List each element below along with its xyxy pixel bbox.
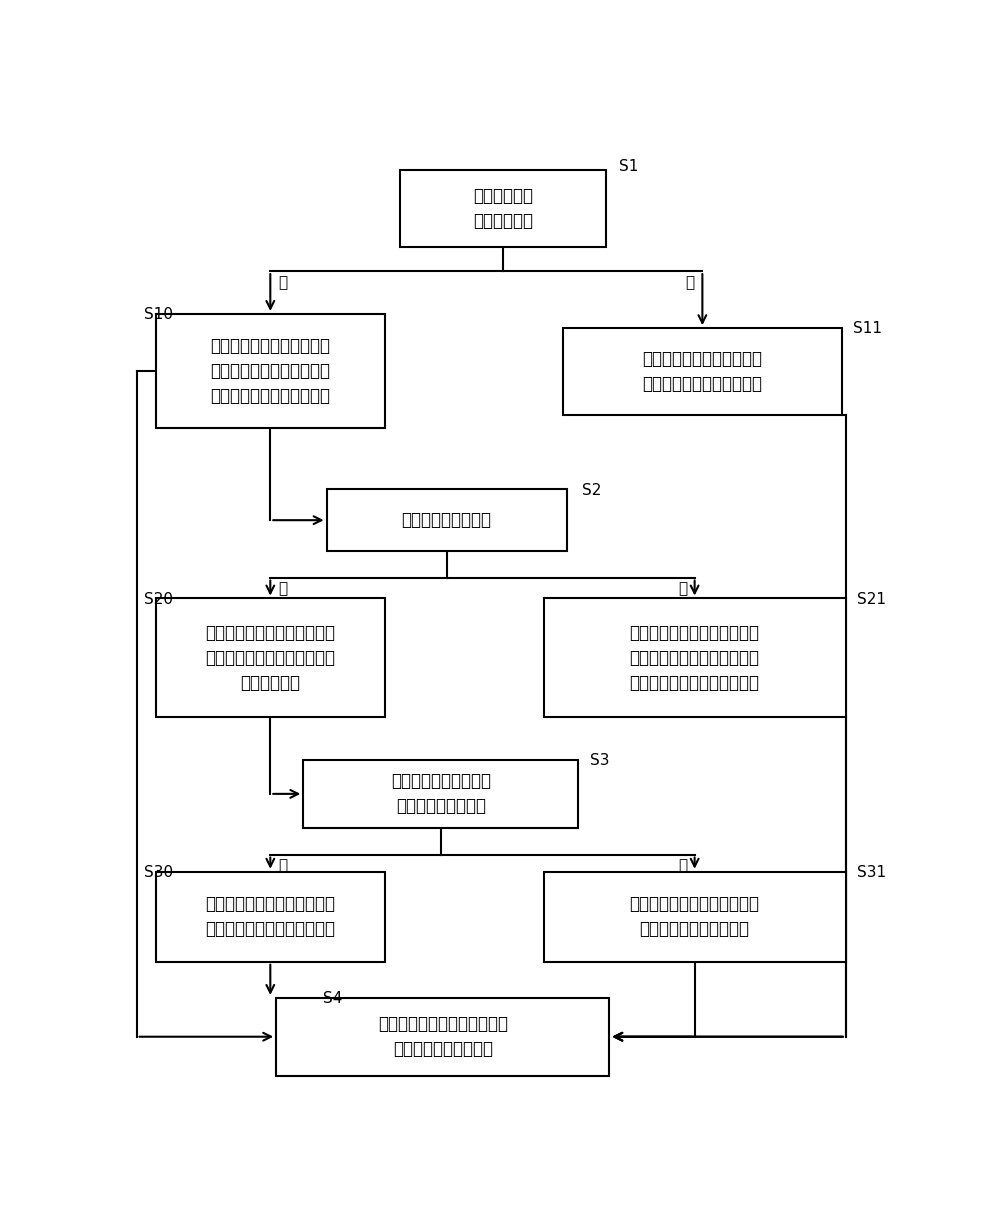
FancyBboxPatch shape <box>303 760 578 828</box>
FancyBboxPatch shape <box>276 998 609 1076</box>
FancyBboxPatch shape <box>400 170 606 248</box>
FancyBboxPatch shape <box>563 328 842 415</box>
FancyBboxPatch shape <box>156 872 385 962</box>
Text: 是: 是 <box>278 582 287 596</box>
Text: S30: S30 <box>144 865 174 880</box>
Text: 传输第一信号给安保系统，
控制燃气电控系统运行监视
工况，根据工况控制喷射阀: 传输第一信号给安保系统， 控制燃气电控系统运行监视 工况，根据工况控制喷射阀 <box>210 336 330 405</box>
FancyBboxPatch shape <box>326 489 567 551</box>
Text: S11: S11 <box>854 322 883 336</box>
Text: S10: S10 <box>144 307 173 323</box>
FancyBboxPatch shape <box>544 872 846 962</box>
Text: 否: 否 <box>678 859 687 873</box>
Text: 第二信号给安保系统，并生
成对应的运行模式显示信号: 第二信号给安保系统，并生 成对应的运行模式显示信号 <box>642 350 762 393</box>
Text: S21: S21 <box>857 591 886 607</box>
Text: 否: 否 <box>678 582 687 596</box>
Text: 传输第三信号给安保系统，安
保系统控制开启燃气供应，再
获取燃气压力: 传输第三信号给安保系统，安 保系统控制开启燃气供应，再 获取燃气压力 <box>205 623 335 691</box>
Text: S31: S31 <box>857 865 887 880</box>
Text: 根据所述运行模式显示信号，
控制所述显示单元显示: 根据所述运行模式显示信号， 控制所述显示单元显示 <box>378 1015 508 1058</box>
Text: 否: 否 <box>685 275 695 290</box>
Text: 传输第五信号给安保系统，并
生成对应的运行模式显示信号: 传输第五信号给安保系统，并 生成对应的运行模式显示信号 <box>205 896 335 939</box>
Text: 是: 是 <box>278 275 287 290</box>
Text: 发动机是否进
入双燃料模式: 发动机是否进 入双燃料模式 <box>473 187 533 230</box>
Text: S20: S20 <box>144 591 173 607</box>
Text: 传输第四信号给安保系统，安
保系统控制停止燃气供应，并
生成对应的运行模式显示信号: 传输第四信号给安保系统，安 保系统控制停止燃气供应，并 生成对应的运行模式显示信… <box>630 623 760 691</box>
Text: S3: S3 <box>590 753 610 768</box>
FancyBboxPatch shape <box>156 314 385 428</box>
Text: 判断喷射阀是否动作: 判断喷射阀是否动作 <box>402 511 492 530</box>
Text: 是: 是 <box>278 859 287 873</box>
FancyBboxPatch shape <box>156 599 385 717</box>
Text: S1: S1 <box>619 159 639 174</box>
FancyBboxPatch shape <box>544 599 846 717</box>
Text: 控制所述喷射阀关闭，并生成
对应的运行模式显示信号: 控制所述喷射阀关闭，并生成 对应的运行模式显示信号 <box>630 896 760 939</box>
Text: 判断燃气压力是否与预
设定压力阈值相匹配: 判断燃气压力是否与预 设定压力阈值相匹配 <box>391 772 491 816</box>
Text: S2: S2 <box>582 483 602 498</box>
Text: S4: S4 <box>323 992 342 1007</box>
